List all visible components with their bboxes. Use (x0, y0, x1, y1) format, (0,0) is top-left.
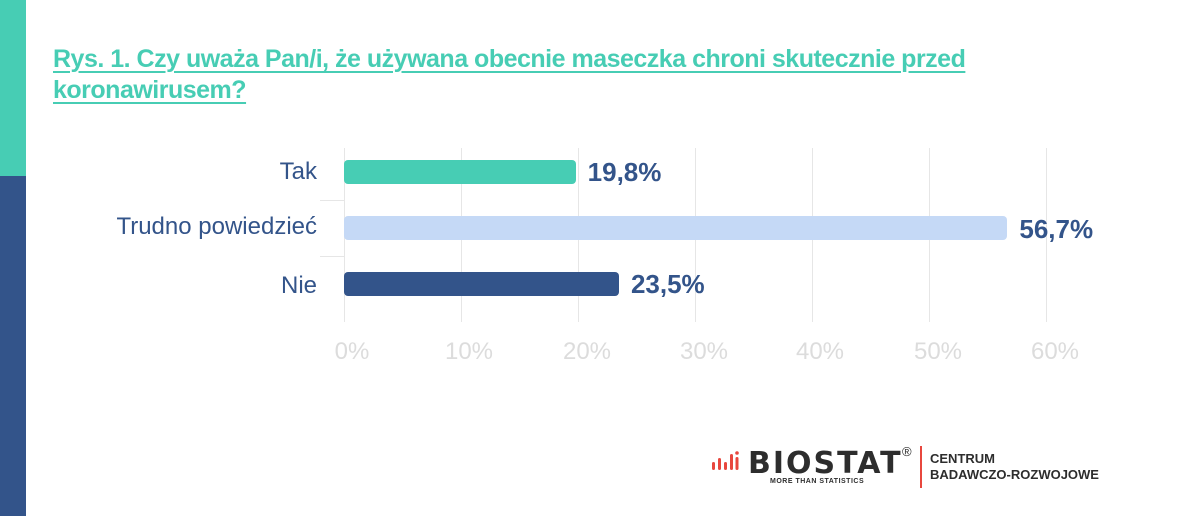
bar-chart-logo-icon (712, 451, 739, 470)
logo-divider (920, 446, 922, 488)
value-label-trudno: 56,7% (1019, 214, 1094, 244)
sidebar-accent-teal (0, 0, 26, 176)
value-label-tak: 19,8% (587, 157, 662, 187)
category-label-trudno: Trudno powiedzieć (116, 213, 317, 240)
bar-trudno (344, 216, 1008, 240)
sidebar-accent-navy (0, 176, 26, 516)
x-tick: 50% (913, 338, 963, 365)
x-tick: 40% (795, 338, 845, 365)
category-separator (320, 200, 344, 201)
brand-tagline: MORE THAN STATISTICS (770, 478, 865, 485)
registered-mark: ® (902, 444, 912, 459)
unit-name: CENTRUM BADAWCZO-ROZWOJOWE (930, 451, 1099, 482)
category-label-tak: Tak (279, 158, 317, 185)
bar-tak (344, 160, 576, 184)
chart-title: Rys. 1. Czy uważa Pan/i, że używana obec… (53, 45, 966, 104)
x-tick: 60% (1030, 338, 1080, 365)
gridline (1046, 148, 1047, 322)
x-tick: 20% (562, 338, 612, 365)
brand-name: BIOSTAT (748, 446, 903, 481)
x-tick: 10% (444, 338, 494, 365)
bar-nie (344, 272, 619, 296)
x-tick: 0% (334, 338, 370, 365)
value-label-nie: 23,5% (630, 269, 705, 299)
x-tick: 30% (679, 338, 729, 365)
category-label-nie: Nie (280, 272, 317, 299)
category-separator (320, 256, 344, 257)
